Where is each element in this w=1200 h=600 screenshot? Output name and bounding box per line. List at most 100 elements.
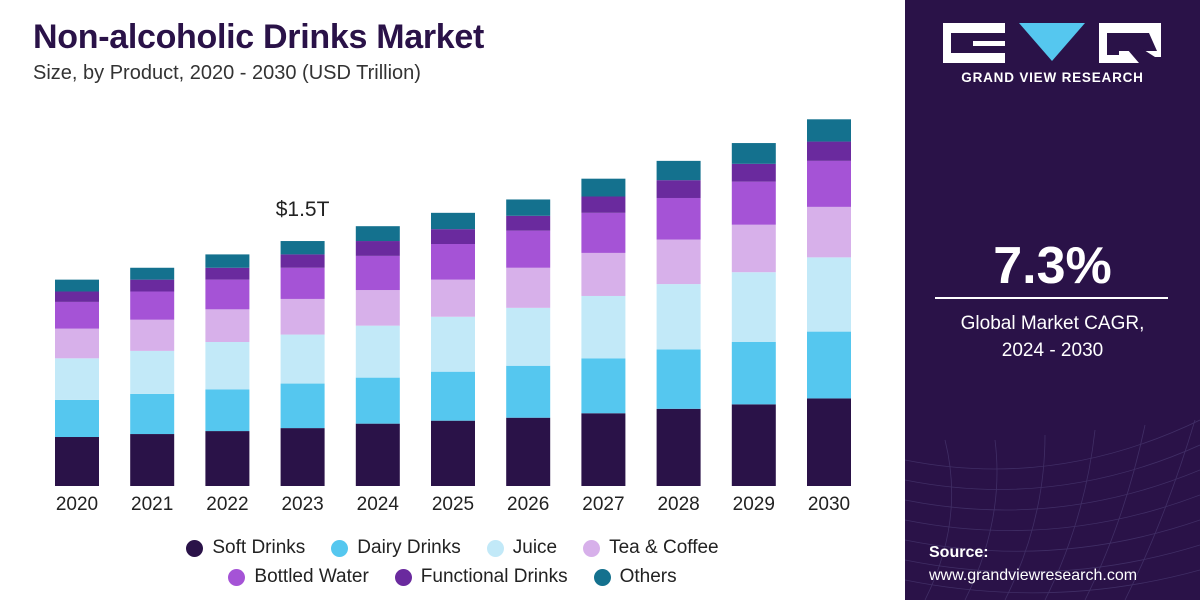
brand-name: GRAND VIEW RESEARCH [961, 70, 1144, 85]
bar-segment [205, 431, 250, 486]
x-tick-label: 2029 [733, 494, 775, 515]
bar-segment [731, 143, 776, 164]
bar-segment [431, 316, 475, 372]
bar-segment [130, 393, 175, 435]
bar-segment [656, 284, 701, 350]
x-tick-label: 2020 [56, 494, 98, 515]
bar-segment [731, 341, 776, 405]
bar-segment [55, 279, 99, 292]
x-tick-label: 2030 [808, 494, 850, 515]
cagr-label-line-2: 2024 - 2030 [1001, 340, 1104, 361]
bar-segment [506, 365, 551, 418]
source-link[interactable]: www.grandviewresearch.com [929, 567, 1138, 584]
x-tick-label: 2023 [281, 494, 323, 515]
legend-item: Others [593, 566, 677, 588]
bar-segment [807, 206, 851, 258]
legend-label: Dairy Drinks [357, 537, 461, 558]
bar-segment [355, 377, 400, 424]
x-tick-label: 2021 [131, 494, 173, 515]
legend-item: Bottled Water [228, 566, 369, 588]
bar-segment [355, 226, 400, 242]
legend-item: Functional Drinks [394, 566, 568, 588]
bar-segment [431, 212, 475, 230]
x-tick-label: 2022 [206, 494, 248, 515]
bar-segment [807, 398, 851, 486]
bar-segment [55, 328, 99, 359]
bar-segment [807, 331, 851, 399]
bar-segment [731, 272, 776, 342]
bar-segment [807, 257, 851, 332]
chart-panel: Non-alcoholic Drinks Market Size, by Pro… [0, 18, 905, 588]
bar-segment [581, 295, 626, 359]
bar-segment [205, 389, 250, 432]
legend-item: Juice [486, 537, 558, 559]
x-tick-label: 2027 [582, 494, 624, 515]
bar-segment [130, 267, 175, 280]
bar-segment [731, 404, 776, 486]
cagr-value: 7.3% [993, 237, 1112, 295]
bar-segment [355, 423, 400, 486]
bar-segment [55, 291, 99, 302]
bar-segment [355, 241, 400, 256]
bar-segment [205, 254, 250, 268]
grand-view-research-logo [943, 23, 1161, 63]
bar-segment [581, 196, 626, 213]
bar-segment [55, 301, 99, 329]
bar-segment [355, 290, 400, 326]
bar-segment [581, 212, 626, 253]
bar-segment [506, 417, 551, 486]
bar-segment [656, 408, 701, 486]
bar-segment [280, 254, 325, 268]
data-annotation: $1.5T [276, 198, 330, 221]
x-tick-label: 2028 [657, 494, 699, 515]
bar-segment [205, 279, 250, 310]
bar-segment [807, 141, 851, 161]
bar-segment [130, 434, 175, 486]
legend-item: Tea & Coffee [583, 537, 719, 559]
bar-segment [55, 399, 99, 438]
bar-segment [130, 350, 175, 394]
bar-segment [431, 229, 475, 245]
bar-segment [506, 230, 551, 268]
bar-segment [731, 163, 776, 182]
bar-segment [130, 291, 175, 320]
bar-segment [506, 267, 551, 308]
bar-segment [280, 383, 325, 429]
chart-title: Non-alcoholic Drinks Market [33, 18, 484, 56]
bar-segment [355, 325, 400, 378]
bar-segment [431, 279, 475, 317]
info-sidebar: GRAND VIEW RESEARCH 7.3% Global Market C… [905, 0, 1200, 600]
legend-label: Soft Drinks [212, 537, 306, 558]
legend-swatch [583, 539, 601, 557]
bar-segment [581, 252, 626, 296]
bar-segment [506, 215, 551, 231]
bar-segment [55, 437, 99, 486]
x-tick-label: 2025 [432, 494, 474, 515]
bar-segment [431, 371, 475, 421]
bar-segment [280, 267, 325, 299]
bar-segment [280, 241, 325, 255]
legend-swatch [186, 539, 204, 557]
bar-segment [506, 307, 551, 366]
bar-segment [581, 413, 626, 486]
legend-row-1: Soft Drinks Dairy Drinks Juice Tea & Coffee [0, 537, 905, 559]
bar-segment [506, 199, 551, 216]
bar-segment [807, 119, 851, 142]
legend-label: Juice [512, 537, 558, 558]
legend-swatch [486, 539, 504, 557]
bar-segment [205, 309, 250, 342]
cagr-label-line-1: Global Market CAGR, [960, 313, 1145, 334]
stacked-bar-chart: 2020 2021 2022 2023 $1.5T 2024 2025 2026 2027 202… [55, 119, 851, 515]
legend-row-2: Bottled Water Functional Drinks Others [0, 566, 905, 588]
bar-segment [280, 428, 325, 486]
bar-segment [581, 178, 626, 197]
bar-segment [130, 319, 175, 351]
bar-segment [55, 358, 99, 400]
bar-segment [656, 197, 701, 240]
legend-label: Tea & Coffee [609, 537, 719, 558]
legend-label: Functional Drinks [420, 566, 568, 587]
legend-label: Bottled Water [254, 566, 369, 587]
bar-segment [656, 349, 701, 409]
bar-segment [731, 224, 776, 273]
bar-segment [130, 279, 175, 292]
